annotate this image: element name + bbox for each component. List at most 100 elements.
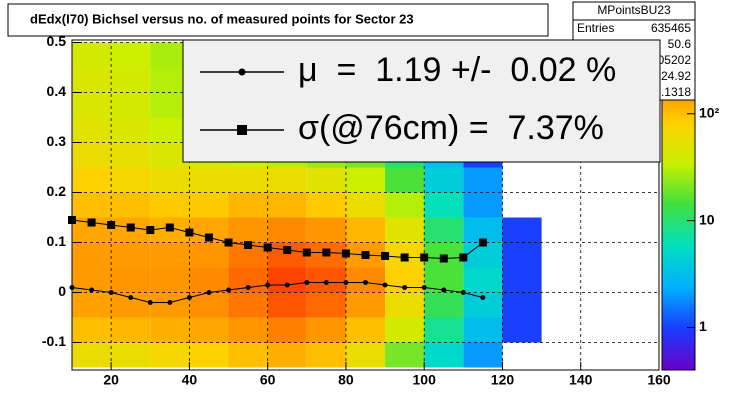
marker [206,290,212,295]
heatmap-cell [72,192,112,218]
heatmap-cell [267,192,307,218]
marker [304,280,310,285]
heatmap-cell [306,217,346,243]
heatmap-cell [150,192,190,218]
z-tick-label: 10² [699,104,720,120]
heatmap-cell [502,317,542,343]
heatmap-cell [111,42,151,68]
x-tick-label: 100 [413,372,437,388]
legend-marker [237,125,247,135]
heatmap-cell [502,242,542,268]
y-tick-label: 0.5 [47,33,67,49]
heatmap-cell [228,292,268,318]
y-tick-label: -0.1 [42,333,66,349]
heatmap-cell [150,267,190,293]
x-tick-label: 80 [338,372,354,388]
heatmap-cell [189,267,229,293]
marker [147,300,153,305]
marker [323,280,329,285]
marker [478,238,487,247]
heatmap-cell [345,217,386,243]
marker [167,300,173,305]
heatmap-cell [267,267,307,293]
heatmap-cell [189,292,229,318]
heatmap-cell [150,317,190,343]
heatmap-cell [385,292,425,318]
stats-value: 50.6 [668,37,692,51]
marker [381,252,390,260]
marker [107,221,116,229]
heatmap-cell [228,342,268,368]
heatmap-cell [111,142,151,168]
marker [341,249,350,258]
y-tick-label: 0.3 [47,133,67,149]
marker [400,253,409,262]
x-tick-label: 140 [569,372,593,388]
marker [459,253,468,262]
marker [87,218,96,227]
heatmap-cell [189,242,229,268]
heatmap-cell [267,342,307,368]
z-tick-label: 10 [699,211,715,227]
heatmap-cell [228,192,268,218]
marker [302,248,311,257]
heatmap-cell [345,192,386,218]
stats-value: 24.92 [661,69,691,83]
stats-value: 635465 [651,21,691,35]
marker [224,238,233,247]
marker [361,251,370,259]
legend-label: μ = 1.19 +/- 0.02 % [298,51,616,89]
heatmap-cell [463,242,503,268]
marker [185,228,194,237]
heatmap-cell [111,117,151,143]
heatmap-cell [424,167,464,193]
z-tick-label: 1 [699,318,707,334]
x-tick-label: 60 [260,372,276,388]
marker [363,280,368,285]
marker [441,287,447,293]
heatmap-cell [385,342,425,368]
heatmap-cell [267,167,307,193]
marker [263,243,272,252]
x-tick-label: 40 [182,372,198,388]
heatmap-cell [111,342,151,368]
heatmap-cell [385,317,425,343]
marker [343,280,349,285]
heatmap-cell [385,192,425,218]
heatmap-cell [72,42,112,68]
marker [480,295,486,300]
marker [382,282,388,288]
heatmap-cell [228,217,268,243]
marker [283,246,292,254]
y-tick-label: 0 [58,283,66,299]
profile-line [71,219,484,260]
y-tick-label: 0.4 [47,83,67,99]
heatmap-cell [189,167,229,193]
marker [245,285,251,290]
marker [204,233,213,242]
heatmap-cell [72,317,112,343]
marker [226,287,232,293]
heatmap-cell [111,242,151,268]
heatmap-cell [463,267,503,293]
heatmap-cell [424,317,464,343]
heatmap-cell [306,167,346,193]
heatmap-cell [267,217,307,243]
heatmap-cell [72,67,112,93]
heatmap-cell [502,292,542,318]
x-tick-label: 120 [491,372,515,388]
heatmap-cell [111,92,151,118]
heatmap-cell [228,167,268,193]
heatmap-cell [502,267,542,293]
heatmap-cell [228,317,268,343]
title-box [7,3,549,37]
heatmap-cell [72,292,112,318]
heatmap-cell [424,192,464,218]
heatmap-cell [111,192,151,218]
heatmap-cell [111,67,151,93]
stats-title: MPointsBU23 [597,3,671,17]
heatmap-cell [150,167,190,193]
marker [186,295,192,300]
stats-value: 0.1318 [654,85,691,99]
